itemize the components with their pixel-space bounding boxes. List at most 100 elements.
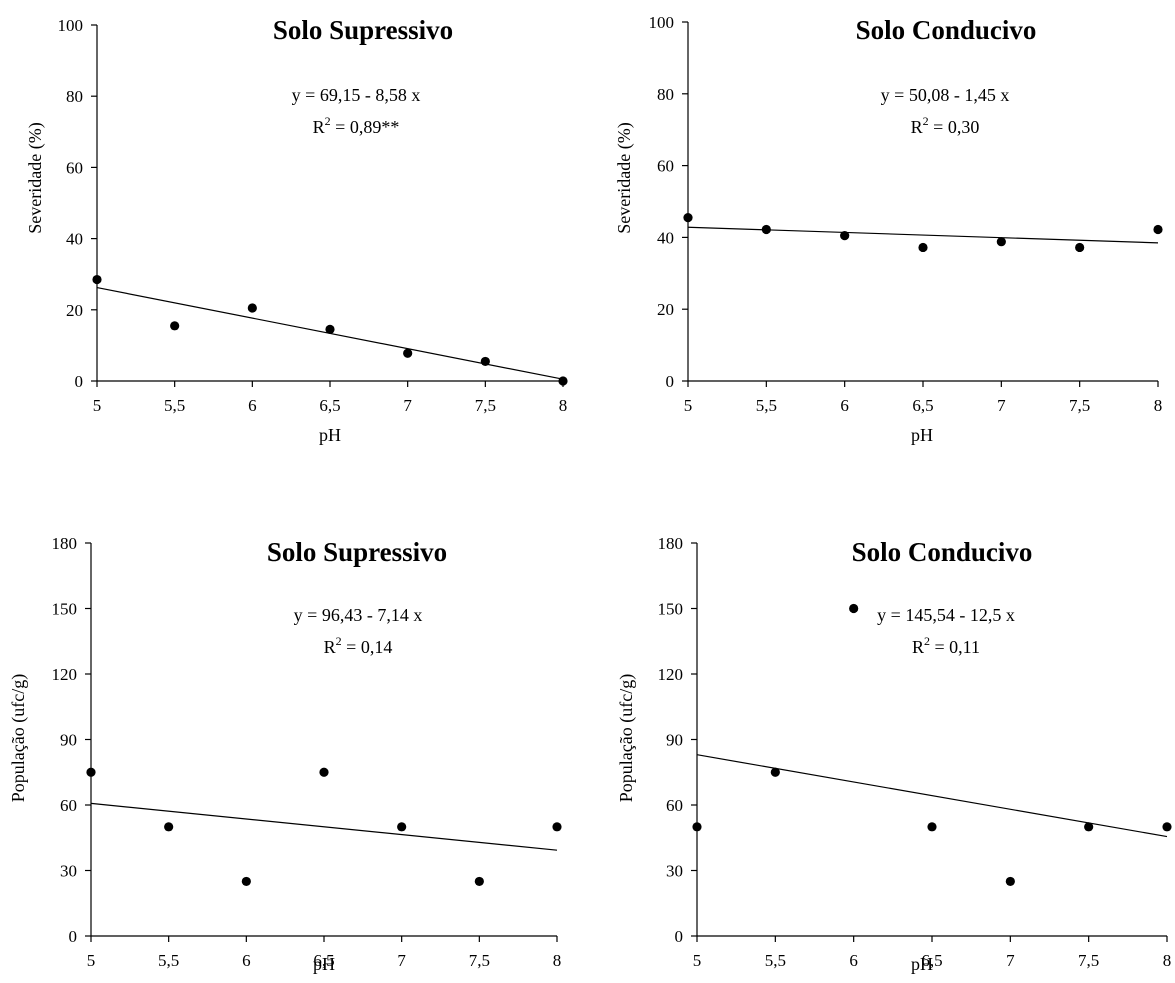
data-point	[319, 767, 329, 777]
data-point	[1075, 242, 1085, 253]
x-tick-label: 7	[1006, 951, 1015, 970]
data-point	[247, 303, 257, 313]
y-tick-label: 90	[60, 731, 77, 750]
y-tick-label: 40	[66, 230, 83, 249]
y-tick-label: 60	[60, 796, 77, 815]
x-axis-label: pH	[313, 954, 335, 974]
y-axis-label: Severidade (%)	[614, 122, 635, 233]
data-point	[397, 822, 407, 832]
y-tick-label: 100	[649, 13, 675, 32]
x-axis-label: pH	[911, 954, 933, 974]
y-tick-label: 100	[58, 16, 84, 35]
r-squared-prefix: R	[313, 117, 325, 137]
r-squared-prefix: R	[324, 637, 336, 657]
regression-equation: y = 69,15 - 8,58 x	[292, 85, 421, 105]
x-tick-label: 5,5	[158, 951, 179, 970]
y-tick-label: 150	[658, 600, 684, 619]
r-squared-label: R2 = 0,89**	[313, 114, 400, 137]
r-squared-label: R2 = 0,11	[912, 634, 980, 657]
data-point	[1005, 876, 1015, 887]
r-squared-prefix: R	[911, 117, 923, 137]
regression-equation: y = 50,08 - 1,45 x	[881, 85, 1010, 105]
r-squared-value: = 0,14	[342, 637, 393, 657]
x-tick-label: 5,5	[164, 396, 185, 415]
regression-equation: y = 145,54 - 12,5 x	[877, 605, 1015, 625]
x-tick-label: 7,5	[1078, 951, 1099, 970]
trend-line	[90, 802, 558, 851]
data-point	[996, 237, 1006, 247]
y-tick-label: 120	[52, 665, 78, 684]
y-tick-label: 90	[666, 731, 683, 750]
data-point	[683, 213, 693, 223]
y-tick-label: 30	[666, 862, 683, 881]
y-tick-label: 0	[666, 372, 675, 391]
chart-panel-1: 0 20 40 60 80 100 5 5,5 6 6,5 7 7,5 8 pH Severidade (%…	[25, 15, 568, 445]
y-tick-label: 60	[66, 158, 83, 177]
x-tick-label: 7	[403, 396, 412, 415]
x-tick-label: 7,5	[475, 396, 496, 415]
chart-title: Solo Supressivo	[273, 15, 453, 45]
y-tick-label: 60	[666, 796, 683, 815]
x-tick-label: 6	[849, 951, 858, 970]
data-point	[770, 767, 780, 777]
x-tick-label: 8	[559, 396, 568, 415]
chart-panel-3: 0 30 60 90 120 150 180 5 5,5 6 6,5 7 7,5 8 pH População…	[8, 534, 562, 974]
x-tick-label: 5	[87, 951, 96, 970]
regression-equation: y = 96,43 - 7,14 x	[294, 605, 423, 625]
x-tick-label: 6	[840, 396, 849, 415]
r-squared-label: R2 = 0,30	[911, 114, 980, 137]
r-squared-label: R2 = 0,14	[324, 634, 393, 657]
y-axis-label: População (ufc/g)	[8, 674, 29, 802]
data-point	[241, 876, 251, 887]
chart-panel-4: 0 30 60 90 120 150 180 5 5,5 6 6,5 7 7,5 8 pH População…	[616, 534, 1172, 974]
x-tick-label: 8	[1154, 396, 1163, 415]
x-tick-label: 5	[684, 396, 693, 415]
x-tick-label: 7	[997, 396, 1006, 415]
y-tick-label: 180	[52, 534, 78, 553]
x-tick-label: 6	[242, 951, 251, 970]
data-point	[692, 822, 702, 832]
chart-title: Solo Conducivo	[852, 537, 1033, 567]
data-point	[552, 822, 562, 832]
x-tick-label: 8	[553, 951, 562, 970]
data-point	[918, 242, 928, 253]
y-tick-label: 80	[66, 87, 83, 106]
chart-title: Solo Supressivo	[267, 537, 447, 567]
x-tick-label: 5	[693, 951, 702, 970]
chart-panel-2: 0 20 40 60 80 100 5 5,5 6 6,5 7 7,5 8 pH Severidade (%…	[614, 13, 1163, 445]
x-axis-label: pH	[911, 425, 933, 445]
r-squared-value: = 0,11	[930, 637, 980, 657]
y-tick-label: 80	[657, 85, 674, 104]
x-tick-label: 5,5	[756, 396, 777, 415]
r-squared-value: = 0,89**	[331, 117, 400, 137]
x-tick-label: 7	[397, 951, 406, 970]
data-point	[840, 231, 850, 241]
y-tick-label: 180	[658, 534, 684, 553]
chart-title: Solo Conducivo	[856, 15, 1037, 45]
y-tick-label: 20	[66, 301, 83, 320]
data-point	[474, 876, 484, 887]
y-axis-label: População (ufc/g)	[616, 674, 637, 802]
data-point	[480, 356, 490, 367]
data-point	[849, 603, 859, 614]
y-tick-label: 0	[75, 372, 84, 391]
x-tick-label: 6	[248, 396, 257, 415]
x-tick-label: 6,5	[921, 951, 942, 970]
y-tick-label: 0	[675, 927, 684, 946]
y-tick-label: 0	[69, 927, 78, 946]
data-point	[403, 348, 413, 358]
x-tick-label: 5	[93, 396, 102, 415]
y-tick-label: 150	[52, 600, 78, 619]
r-squared-prefix: R	[912, 637, 924, 657]
data-point	[92, 274, 102, 285]
r-squared-exponent: 2	[336, 634, 342, 648]
trend-line	[687, 226, 1159, 244]
data-point	[1162, 822, 1172, 832]
data-point	[164, 822, 174, 832]
y-tick-label: 120	[658, 665, 684, 684]
y-tick-label: 20	[657, 300, 674, 319]
r-squared-exponent: 2	[924, 634, 930, 648]
data-point	[761, 224, 771, 235]
